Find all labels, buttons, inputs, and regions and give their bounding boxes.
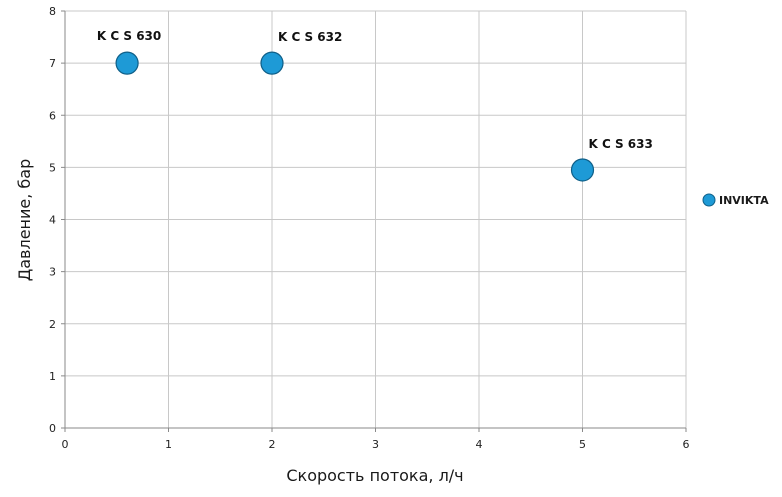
y-tick-label: 3 xyxy=(49,266,56,279)
y-tick-label: 1 xyxy=(49,370,56,383)
y-axis-title: Давление, бар xyxy=(15,159,34,282)
y-tick-label: 8 xyxy=(49,5,56,18)
data-label-2: K C S 632 xyxy=(278,30,342,44)
data-point-1 xyxy=(115,51,139,75)
x-tick-label: 1 xyxy=(165,438,172,451)
y-tick-label: 4 xyxy=(49,214,56,227)
y-tick-label: 2 xyxy=(49,318,56,331)
x-axis-title: Скорость потока, л/ч xyxy=(286,466,463,485)
data-points xyxy=(115,51,595,182)
data-point-2 xyxy=(260,51,284,75)
legend: INVIKTA xyxy=(702,193,769,207)
y-tick-label: 7 xyxy=(49,57,56,70)
x-tick-label: 0 xyxy=(62,438,69,451)
data-point-3 xyxy=(570,158,595,182)
data-label-1: K C S 630 xyxy=(97,29,161,43)
data-labels: K C S 630 K C S 632 K C S 633 xyxy=(97,29,653,151)
legend-label-invikta: INVIKTA xyxy=(719,194,769,207)
x-tick-label: 4 xyxy=(476,438,483,451)
x-tick-label: 2 xyxy=(269,438,276,451)
x-tick-label: 6 xyxy=(683,438,690,451)
data-label-3: K C S 633 xyxy=(589,137,653,151)
y-tick-label: 5 xyxy=(49,161,56,174)
x-tick-label: 3 xyxy=(372,438,379,451)
legend-marker-invikta xyxy=(702,193,716,207)
x-tick-label: 5 xyxy=(579,438,586,451)
grid xyxy=(64,10,687,429)
tick-labels: 0 1 2 3 4 5 6 7 8 0 1 2 3 4 5 6 xyxy=(49,5,690,451)
axes xyxy=(61,10,687,432)
y-tick-label: 6 xyxy=(49,109,56,122)
y-tick-label: 0 xyxy=(49,422,56,435)
